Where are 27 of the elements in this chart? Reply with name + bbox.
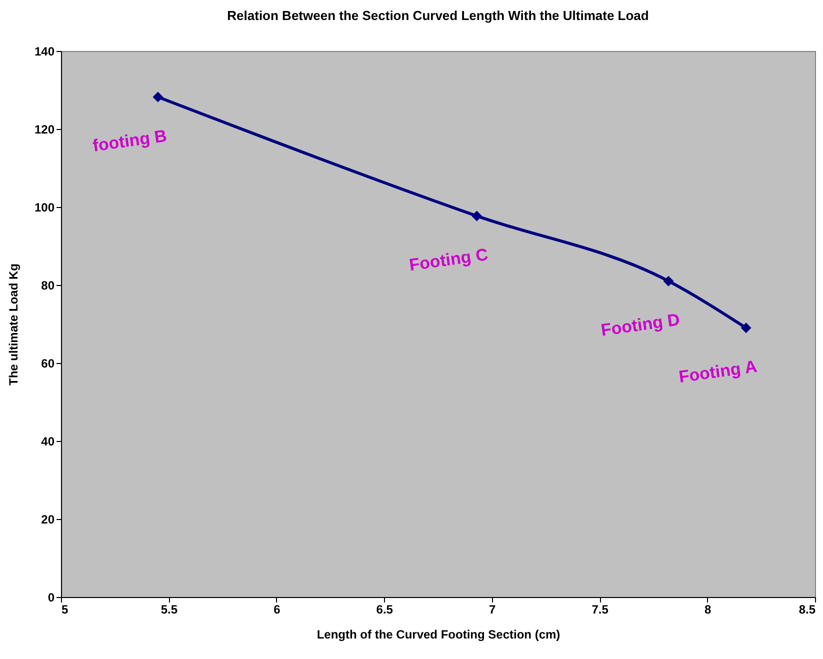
x-tick-label: 7 [489, 602, 496, 616]
y-tick-label: 40 [41, 434, 55, 448]
annotation: Footing A [678, 356, 758, 387]
y-tick-label: 80 [41, 278, 55, 292]
y-tick-label: 140 [34, 44, 55, 58]
annotation: Footing D [600, 310, 681, 340]
y-tick-label: 120 [34, 122, 55, 136]
y-axis-title: The ultimate Load Kg [6, 263, 20, 386]
x-tick-label: 6 [274, 602, 281, 616]
x-tick-label: 8 [704, 602, 712, 616]
point [472, 210, 482, 222]
chart-title: Relation Between the Section Curved Length With the Ultimate Load [227, 8, 649, 23]
y-tick-label: 100 [34, 200, 55, 214]
x-tick-label: 8.5 [798, 602, 816, 616]
y-tick-label: 60 [41, 356, 55, 370]
point [152, 92, 164, 102]
annotation: Footing C [408, 244, 490, 275]
y-tick-label: 20 [41, 512, 55, 526]
point [663, 276, 674, 286]
x-axis-title: Length of the Curved Footing Section (cm) [316, 628, 560, 642]
y-tick-label: 0 [48, 590, 55, 604]
x-tick-label: 5.5 [160, 602, 178, 616]
x-tick-label: 7.5 [592, 602, 609, 616]
annotation: footing B [92, 126, 168, 156]
point [740, 322, 752, 334]
x-tick-label: 5 [62, 602, 68, 616]
x-tick-label: 6.5 [376, 602, 394, 616]
